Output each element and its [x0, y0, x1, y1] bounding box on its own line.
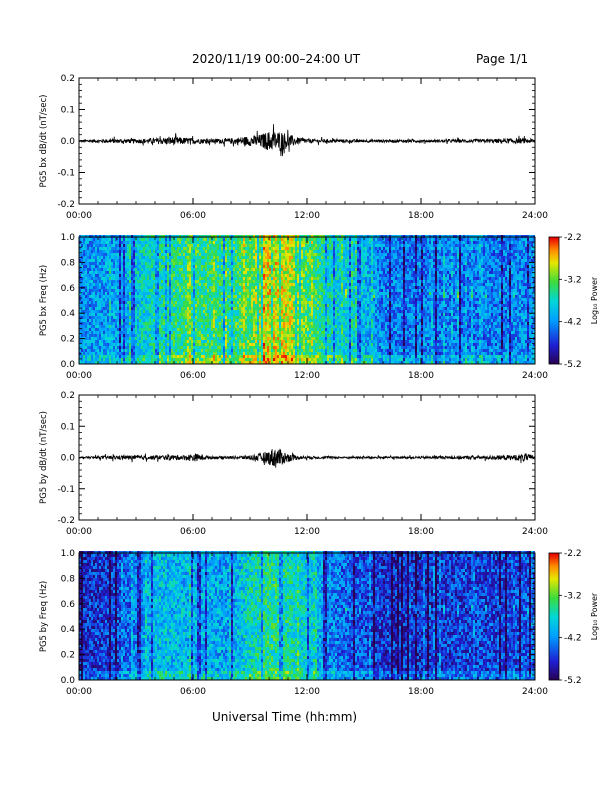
series-line — [79, 124, 535, 156]
x-tick-label: 12:00 — [294, 371, 320, 381]
colorbar — [549, 237, 559, 364]
colorbar-tick-label: -3.2 — [564, 275, 582, 285]
y-tick-label: -0.1 — [57, 485, 75, 495]
x-tick-label: 00:00 — [66, 211, 92, 221]
y-tick-label: 1.0 — [61, 233, 76, 243]
y-tick-label: 0.8 — [61, 574, 76, 584]
series-line — [79, 449, 535, 468]
y-axis-label: PG5 by Freq (Hz) — [39, 581, 49, 652]
y-tick-label: 0.1 — [61, 422, 75, 432]
colorbar-tick-label: -2.2 — [564, 233, 582, 243]
y-tick-label: -0.2 — [57, 516, 75, 526]
y-axis-label: PG5 bx Freq (Hz) — [39, 265, 49, 336]
y-tick-label: 0.8 — [61, 258, 76, 268]
x-tick-label: 00:00 — [66, 371, 92, 381]
x-tick-label: 18:00 — [408, 371, 434, 381]
x-tick-label: 24:00 — [522, 527, 548, 537]
y-tick-label: 0.2 — [61, 74, 75, 84]
x-tick-label: 06:00 — [180, 527, 206, 537]
x-tick-label: 12:00 — [294, 527, 320, 537]
colorbar-tick-label: -3.2 — [564, 591, 582, 601]
spectrogram-cells — [79, 551, 535, 680]
colorbar-tick-label: -4.2 — [564, 634, 582, 644]
y-tick-label: 0.0 — [61, 137, 76, 147]
colorbar-tick-label: -5.2 — [564, 360, 582, 370]
y-tick-label: 0.2 — [61, 391, 75, 401]
x-tick-label: 18:00 — [408, 527, 434, 537]
x-tick-label: 00:00 — [66, 687, 92, 697]
y-tick-label: 0.4 — [61, 625, 76, 635]
x-tick-label: 06:00 — [180, 687, 206, 697]
y-tick-label: 0.0 — [61, 454, 76, 464]
x-tick-label: 12:00 — [294, 211, 320, 221]
y-tick-label: 0.0 — [61, 676, 76, 686]
y-tick-label: -0.1 — [57, 169, 75, 179]
y-axis-label: PG5 by dB/dt (nT/sec) — [39, 411, 49, 504]
x-tick-label: 24:00 — [522, 371, 548, 381]
spectrogram-cells — [79, 235, 535, 364]
y-tick-label: 0.4 — [61, 309, 76, 319]
x-tick-label: 18:00 — [408, 687, 434, 697]
y-tick-label: 0.2 — [61, 335, 75, 345]
y-axis-label: PG5 bx dB/dt (nT/sec) — [39, 95, 49, 188]
colorbar-tick-label: -2.2 — [564, 549, 582, 559]
x-tick-label: 24:00 — [522, 687, 548, 697]
y-tick-label: 1.0 — [61, 549, 76, 559]
x-tick-label: 18:00 — [408, 211, 434, 221]
colorbar-tick-label: -4.2 — [564, 318, 582, 328]
y-tick-label: 0.6 — [61, 284, 76, 294]
y-tick-label: 0.0 — [61, 360, 76, 370]
y-tick-label: 0.1 — [61, 106, 75, 116]
x-tick-label: 24:00 — [522, 211, 548, 221]
x-tick-label: 12:00 — [294, 687, 320, 697]
y-tick-label: -0.2 — [57, 200, 75, 210]
colorbar-tick-label: -5.2 — [564, 676, 582, 686]
colorbar-label: Log₁₀ Power — [590, 276, 599, 324]
y-tick-label: 0.2 — [61, 651, 75, 661]
x-axis-title: Universal Time (hh:mm) — [212, 710, 357, 724]
colorbar-label: Log₁₀ Power — [590, 592, 599, 640]
x-tick-label: 06:00 — [180, 371, 206, 381]
x-tick-label: 06:00 — [180, 211, 206, 221]
x-tick-label: 00:00 — [66, 527, 92, 537]
y-tick-label: 0.6 — [61, 600, 76, 610]
colorbar — [549, 553, 559, 680]
